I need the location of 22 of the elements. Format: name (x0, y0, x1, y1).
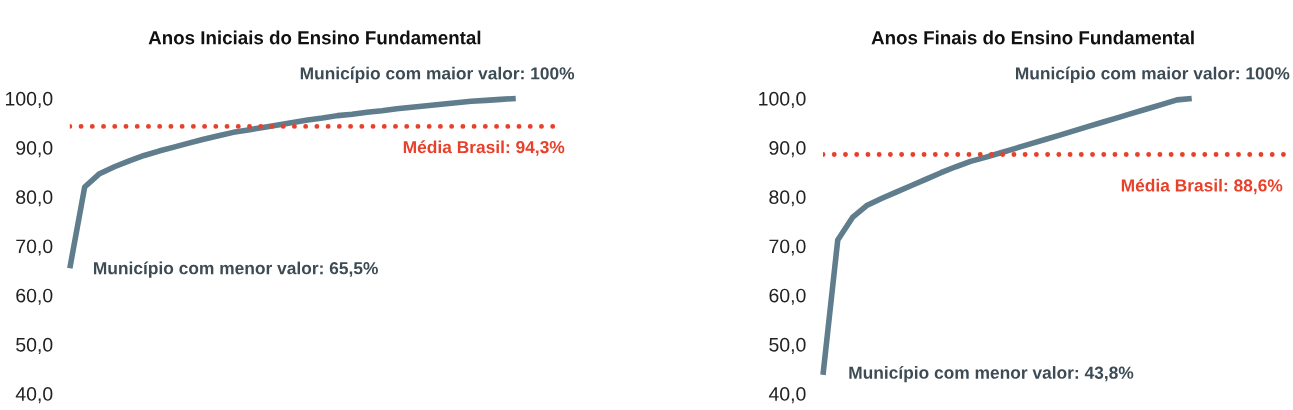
y-tick-label: 60,0 (16, 288, 53, 305)
chart-title: Anos Finais do Ensino Fundamental (871, 30, 1194, 45)
ref-line-label: Média Brasil: 94,3% (403, 140, 565, 156)
chart-title: Anos Iniciais do Ensino Fundamental (148, 30, 481, 45)
annotation: Município com menor valor: 43,8% (849, 365, 1134, 383)
y-tick-label: 80,0 (16, 190, 53, 207)
y-tick-label: 70,0 (16, 239, 53, 256)
text: Município com maior valor: 100% (1015, 66, 1290, 83)
y-tick-label: 70,0 (769, 239, 806, 256)
y-tick-label: 40,0 (15, 387, 53, 404)
y-tick-label: 50,0 (16, 337, 53, 354)
ref-line-label: Média Brasil: 88,6% (1121, 178, 1283, 195)
y-tick-label: 90,0 (769, 141, 806, 158)
y-tick-label: 100,0 (759, 91, 806, 108)
y-tick-label: 40,0 (768, 387, 806, 404)
y-tick-label: 90,0 (16, 141, 53, 158)
y-tick-label: 100,0 (5, 91, 53, 108)
annotation: Município com menor valor: 65,5% (94, 261, 378, 278)
y-tick-label: 80,0 (769, 190, 806, 207)
y-tick-label: 50,0 (769, 337, 806, 354)
y-tick-label: 60,0 (769, 288, 806, 305)
text: Município com maior valor: 100% (300, 66, 575, 83)
